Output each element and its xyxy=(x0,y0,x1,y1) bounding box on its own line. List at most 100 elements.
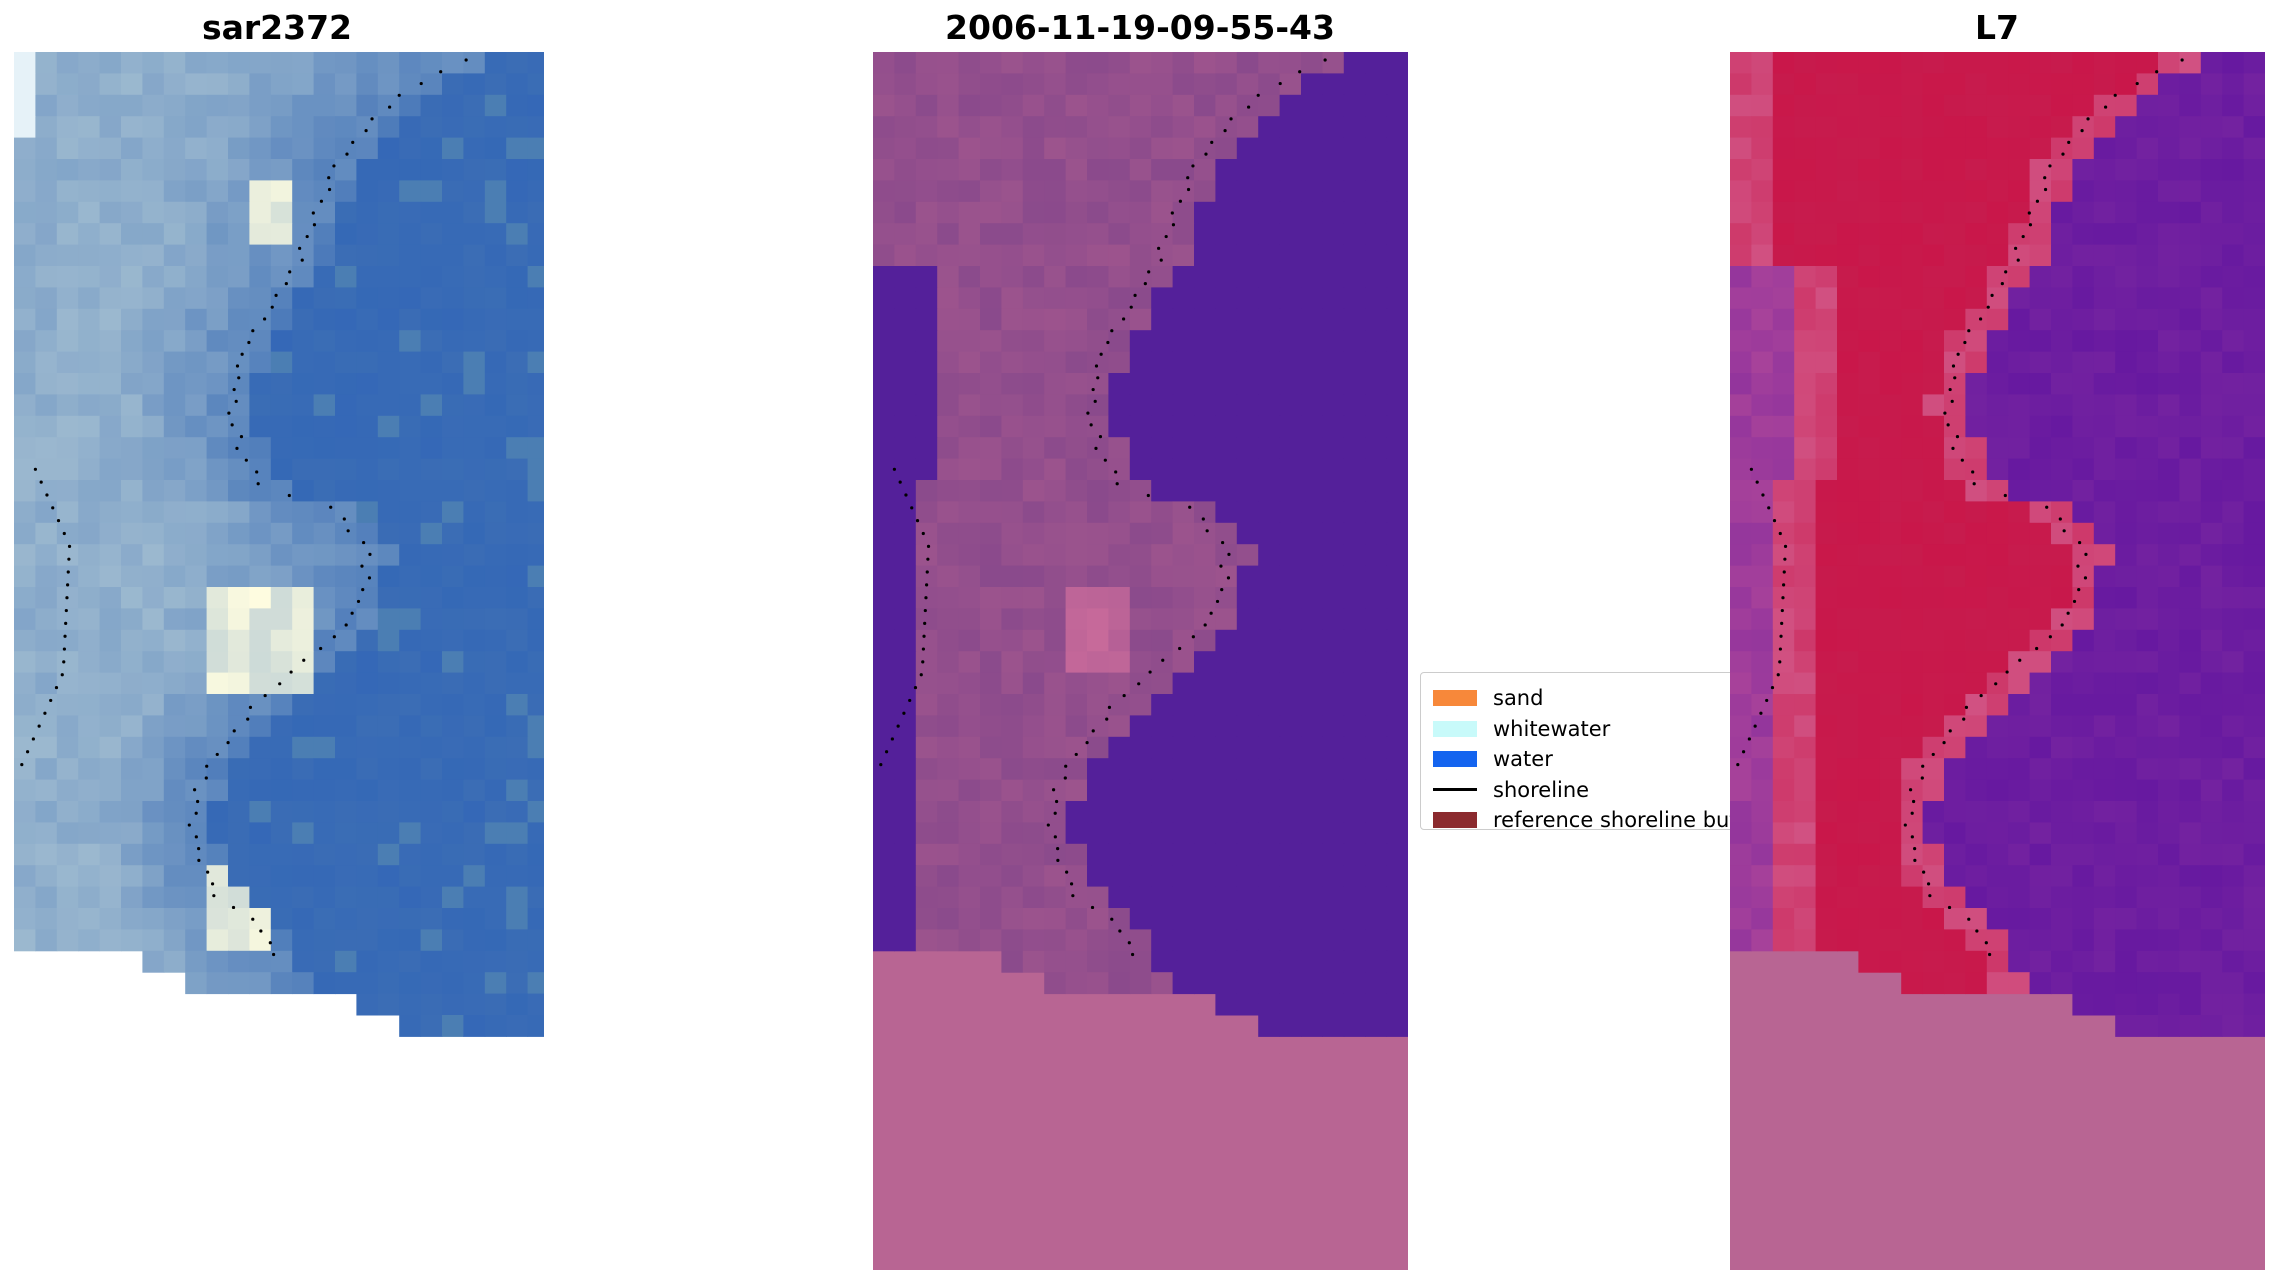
pixel-cell xyxy=(228,587,250,609)
pixel-cell xyxy=(1837,801,1859,823)
shoreline-point xyxy=(1110,329,1114,333)
pixel-cell xyxy=(1794,565,1817,588)
pixel-cell xyxy=(163,116,186,139)
pixel-cell xyxy=(937,415,960,438)
pixel-cell xyxy=(1194,180,1216,203)
shoreline-point xyxy=(2035,199,2040,203)
pixel-cell xyxy=(399,522,422,545)
pixel-cell xyxy=(2222,52,2245,74)
pixel-cell xyxy=(1044,116,1067,139)
shoreline-point xyxy=(1928,894,1932,898)
pixel-cell xyxy=(2029,908,2052,930)
pixel-cell xyxy=(1879,244,1902,267)
pixel-cell xyxy=(1815,180,1838,203)
pixel-cell xyxy=(527,993,544,1016)
pixel-cell xyxy=(1172,929,1195,952)
pixel-cell xyxy=(1986,801,2009,823)
pixel-cell xyxy=(1215,908,1238,930)
pixel-cell xyxy=(35,159,58,181)
pixel-cell xyxy=(78,822,101,845)
pixel-cell xyxy=(2072,94,2095,117)
shoreline-point xyxy=(251,917,255,921)
pixel-cell xyxy=(1279,159,1302,181)
pixel-cell xyxy=(1922,480,1945,502)
pixel-cell xyxy=(313,159,336,181)
shoreline-point xyxy=(2045,505,2049,509)
pixel-cell xyxy=(1044,437,1067,460)
pixel-cell xyxy=(873,715,895,738)
pixel-cell xyxy=(228,415,250,438)
pixel-cell xyxy=(56,308,79,331)
pixel-cell xyxy=(1236,736,1259,759)
pixel-cell xyxy=(506,608,529,631)
pixel-cell xyxy=(121,159,143,181)
pixel-cell xyxy=(506,223,529,246)
shoreline-point xyxy=(206,870,210,874)
pixel-cell xyxy=(1279,394,1302,417)
pixel-cell xyxy=(1386,865,1408,888)
pixel-cell xyxy=(2136,587,2159,609)
pixel-cell xyxy=(2200,522,2223,545)
pixel-cell xyxy=(1965,694,1988,716)
pixel-cell xyxy=(2115,929,2138,952)
pixel-cell xyxy=(1044,373,1067,395)
pixel-cell xyxy=(1922,223,1945,246)
pixel-cell xyxy=(1108,544,1131,567)
pixel-cell xyxy=(2115,137,2138,160)
pixel-cell xyxy=(292,587,315,609)
pixel-cell xyxy=(335,779,357,802)
pixel-cell xyxy=(463,908,486,930)
pixel-cell xyxy=(442,351,464,374)
shoreline-point xyxy=(2048,635,2052,639)
shoreline-point xyxy=(1953,376,1957,380)
pixel-cell xyxy=(2243,565,2265,588)
pixel-cell xyxy=(163,180,186,203)
pixel-cell xyxy=(1365,201,1388,224)
pixel-cell xyxy=(1837,180,1859,203)
pixel-cell xyxy=(313,73,336,96)
pixel-cell xyxy=(377,672,400,695)
pixel-cell xyxy=(2200,908,2223,930)
pixel-cell xyxy=(1087,886,1109,909)
pixel-cell xyxy=(442,865,464,888)
pixel-cell xyxy=(99,52,122,74)
pixel-cell xyxy=(2029,458,2052,481)
pixel-cell xyxy=(1215,629,1238,652)
pixel-cell xyxy=(1236,244,1259,267)
pixel-cell xyxy=(356,137,379,160)
shoreline-point xyxy=(2043,176,2047,180)
pixel-cell xyxy=(206,779,229,802)
pixel-cell xyxy=(937,287,960,310)
pixel-cell xyxy=(2051,437,2073,460)
pixel-cell xyxy=(1279,116,1302,139)
pixel-cell xyxy=(2222,330,2245,353)
pixel-cell xyxy=(1815,287,1838,310)
pixel-cell xyxy=(484,501,507,524)
pixel-cell xyxy=(356,308,379,331)
pixel-cell xyxy=(1730,694,1752,716)
pixel-cell xyxy=(463,437,486,460)
pixel-cell xyxy=(2029,52,2052,74)
pixel-cell xyxy=(2072,801,2095,823)
pixel-cell xyxy=(1172,137,1195,160)
pixel-cell xyxy=(527,843,544,866)
pixel-cell xyxy=(2136,950,2159,973)
pixel-cell xyxy=(292,287,315,310)
pixel-cell xyxy=(420,501,443,524)
pixel-cell xyxy=(1343,608,1366,631)
pixel-cell xyxy=(1194,201,1216,224)
pixel-cell xyxy=(1730,480,1752,502)
pixel-cell xyxy=(1772,758,1795,781)
pixel-cell xyxy=(35,287,58,310)
shoreline-point xyxy=(1227,552,1231,556)
shoreline-point xyxy=(1053,835,1057,839)
pixel-cell xyxy=(958,94,981,117)
pixel-cell xyxy=(292,715,315,738)
pixel-cell xyxy=(1087,672,1109,695)
pixel-cell xyxy=(2200,137,2223,160)
pixel-cell xyxy=(873,73,895,96)
pixel-cell xyxy=(1837,480,1859,502)
pixel-cell xyxy=(2222,437,2245,460)
pixel-cell xyxy=(1065,373,1088,395)
pixel-cell xyxy=(228,480,250,502)
